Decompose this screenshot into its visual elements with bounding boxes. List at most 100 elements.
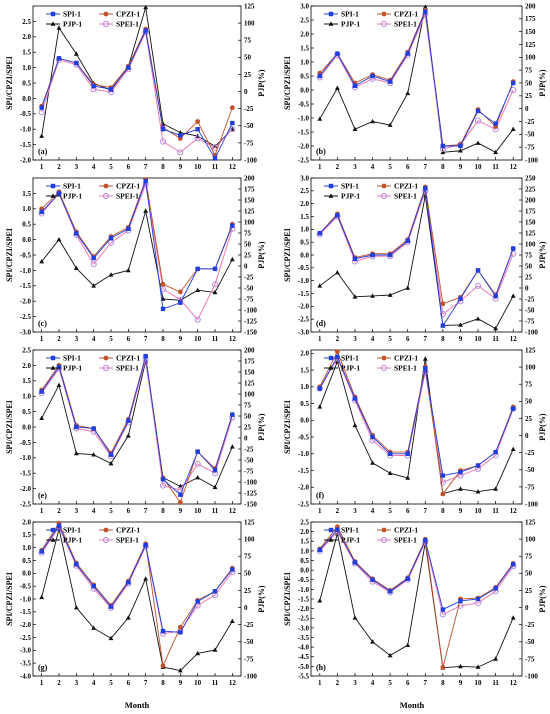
series-line (41, 356, 233, 496)
y2-tick-label: -50 (525, 466, 535, 474)
y-tick-label: 0.5 (300, 239, 309, 247)
pjp-point (195, 287, 201, 292)
x-tick-label: 10 (475, 163, 483, 171)
spi-point (423, 366, 428, 371)
cpzi-point (381, 183, 387, 189)
series-line (41, 528, 233, 672)
pjp-point (328, 193, 334, 198)
y2-tick-label: 100 (244, 20, 255, 28)
spi-point (143, 28, 148, 33)
y-tick-label: -5.0 (298, 663, 310, 671)
spi-point (91, 583, 96, 589)
y-tick-label: -1.5 (20, 470, 32, 478)
x-tick-label: 10 (194, 679, 202, 687)
spi-point (108, 86, 114, 92)
spi-point (178, 630, 183, 635)
x-tick-label: 6 (127, 335, 131, 343)
pjp-point (56, 382, 62, 387)
series-cpzi (39, 26, 235, 158)
pjp-point (50, 537, 56, 542)
y2-tick-label: 150 (525, 28, 536, 36)
y-tick-label: 1.5 (22, 49, 31, 57)
spei-point (474, 282, 482, 289)
pjp-point (91, 452, 97, 457)
y-tick-label: -0.5 (20, 251, 32, 259)
spi-point (405, 451, 410, 456)
y-tick-label: -0.5 (298, 264, 310, 272)
y-tick-label: 2.0 (300, 200, 309, 208)
series-spi (39, 178, 235, 312)
legend-label: PJP-1 (63, 20, 82, 29)
x-tick-label: 3 (75, 507, 79, 515)
spei-point (439, 611, 446, 618)
y-tick-label: 0.0 (300, 417, 309, 425)
y2-tick-label: -75 (525, 317, 535, 325)
legend-label: SPI-1 (63, 10, 81, 19)
spi-point (230, 412, 235, 417)
x-tick-label: 8 (161, 507, 165, 515)
x-tick-label: 7 (424, 163, 428, 171)
pjp-point (73, 604, 79, 610)
legend-label: CPZI-1 (394, 526, 418, 535)
y2-tick-label: -25 (244, 621, 254, 629)
legend-label: CPZI-1 (394, 182, 418, 191)
spi-point (475, 463, 481, 468)
y-tick-label: -2.5 (298, 615, 310, 623)
x-tick-label: 4 (92, 679, 96, 687)
x-tick-label: 12 (510, 335, 518, 343)
x-axis-title: Month (125, 700, 150, 710)
y-tick-label: -1.0 (20, 454, 32, 462)
y-tick-label: 1.5 (22, 531, 31, 539)
legend-label: PJP-1 (341, 364, 360, 373)
pjp-point (317, 404, 323, 409)
y2-tick-label: 0 (244, 262, 248, 270)
cpzi-point (381, 527, 387, 533)
plot-frame (32, 177, 242, 333)
y2-tick-label: 225 (525, 185, 536, 193)
y2-tick-label: 0 (525, 284, 529, 292)
y-tick-label: 2.0 (300, 350, 309, 358)
y-tick-label: 2.0 (300, 528, 309, 536)
legend: SPI-1 CPZI-1 PJP-1 SPEI-1 (46, 354, 140, 373)
y2-tick-label: 75 (525, 553, 533, 561)
y2-tick-label: -25 (244, 105, 254, 113)
y-tick-label: 0.0 (300, 567, 309, 575)
series-spi (39, 353, 235, 497)
y-tick-label: 0.5 (22, 408, 31, 416)
spi-point (511, 80, 516, 86)
x-tick-label: 10 (194, 335, 202, 343)
x-tick-label: 5 (109, 163, 113, 171)
series-line (319, 188, 514, 327)
y-tick-label: 2.0 (22, 518, 31, 526)
spei-point (102, 192, 110, 200)
x-tick-label: 3 (75, 679, 79, 687)
right-axis-title: PJP(%) (538, 585, 547, 612)
legend: SPI-1 CPZI-1 PJP-1 SPEI-1 (46, 182, 140, 201)
x-tick-label: 11 (212, 679, 219, 687)
x-tick-label: 7 (144, 507, 148, 515)
x-tick-label: 2 (57, 163, 61, 171)
x-tick-label: 4 (371, 679, 375, 687)
y2-tick-label: 100 (244, 218, 255, 226)
x-tick-label: 5 (388, 507, 392, 515)
y2-tick-label: -100 (525, 328, 538, 336)
x-tick-label: 10 (475, 335, 483, 343)
series-spei (316, 187, 517, 318)
x-axis-title-right: Month (400, 700, 425, 710)
x-tick-label: 2 (336, 335, 340, 343)
spi-point (50, 527, 56, 533)
spi-point (352, 396, 358, 401)
x-tick-label: 9 (179, 335, 183, 343)
y-tick-label: -3.5 (20, 660, 32, 668)
spi-point (160, 628, 166, 634)
plot-frame (32, 5, 242, 161)
left-axis-title: SPI/CPZI/SPEI (5, 228, 14, 282)
spi-point (143, 178, 148, 184)
cpzi-point (334, 349, 340, 355)
y-tick-label: -3.0 (298, 624, 310, 632)
series-cpzi (317, 184, 516, 307)
legend-label: SPEI-1 (116, 364, 139, 373)
pjp-point (458, 322, 463, 327)
y-tick-label: -4.5 (298, 653, 310, 661)
x-tick-label: 2 (57, 335, 61, 343)
